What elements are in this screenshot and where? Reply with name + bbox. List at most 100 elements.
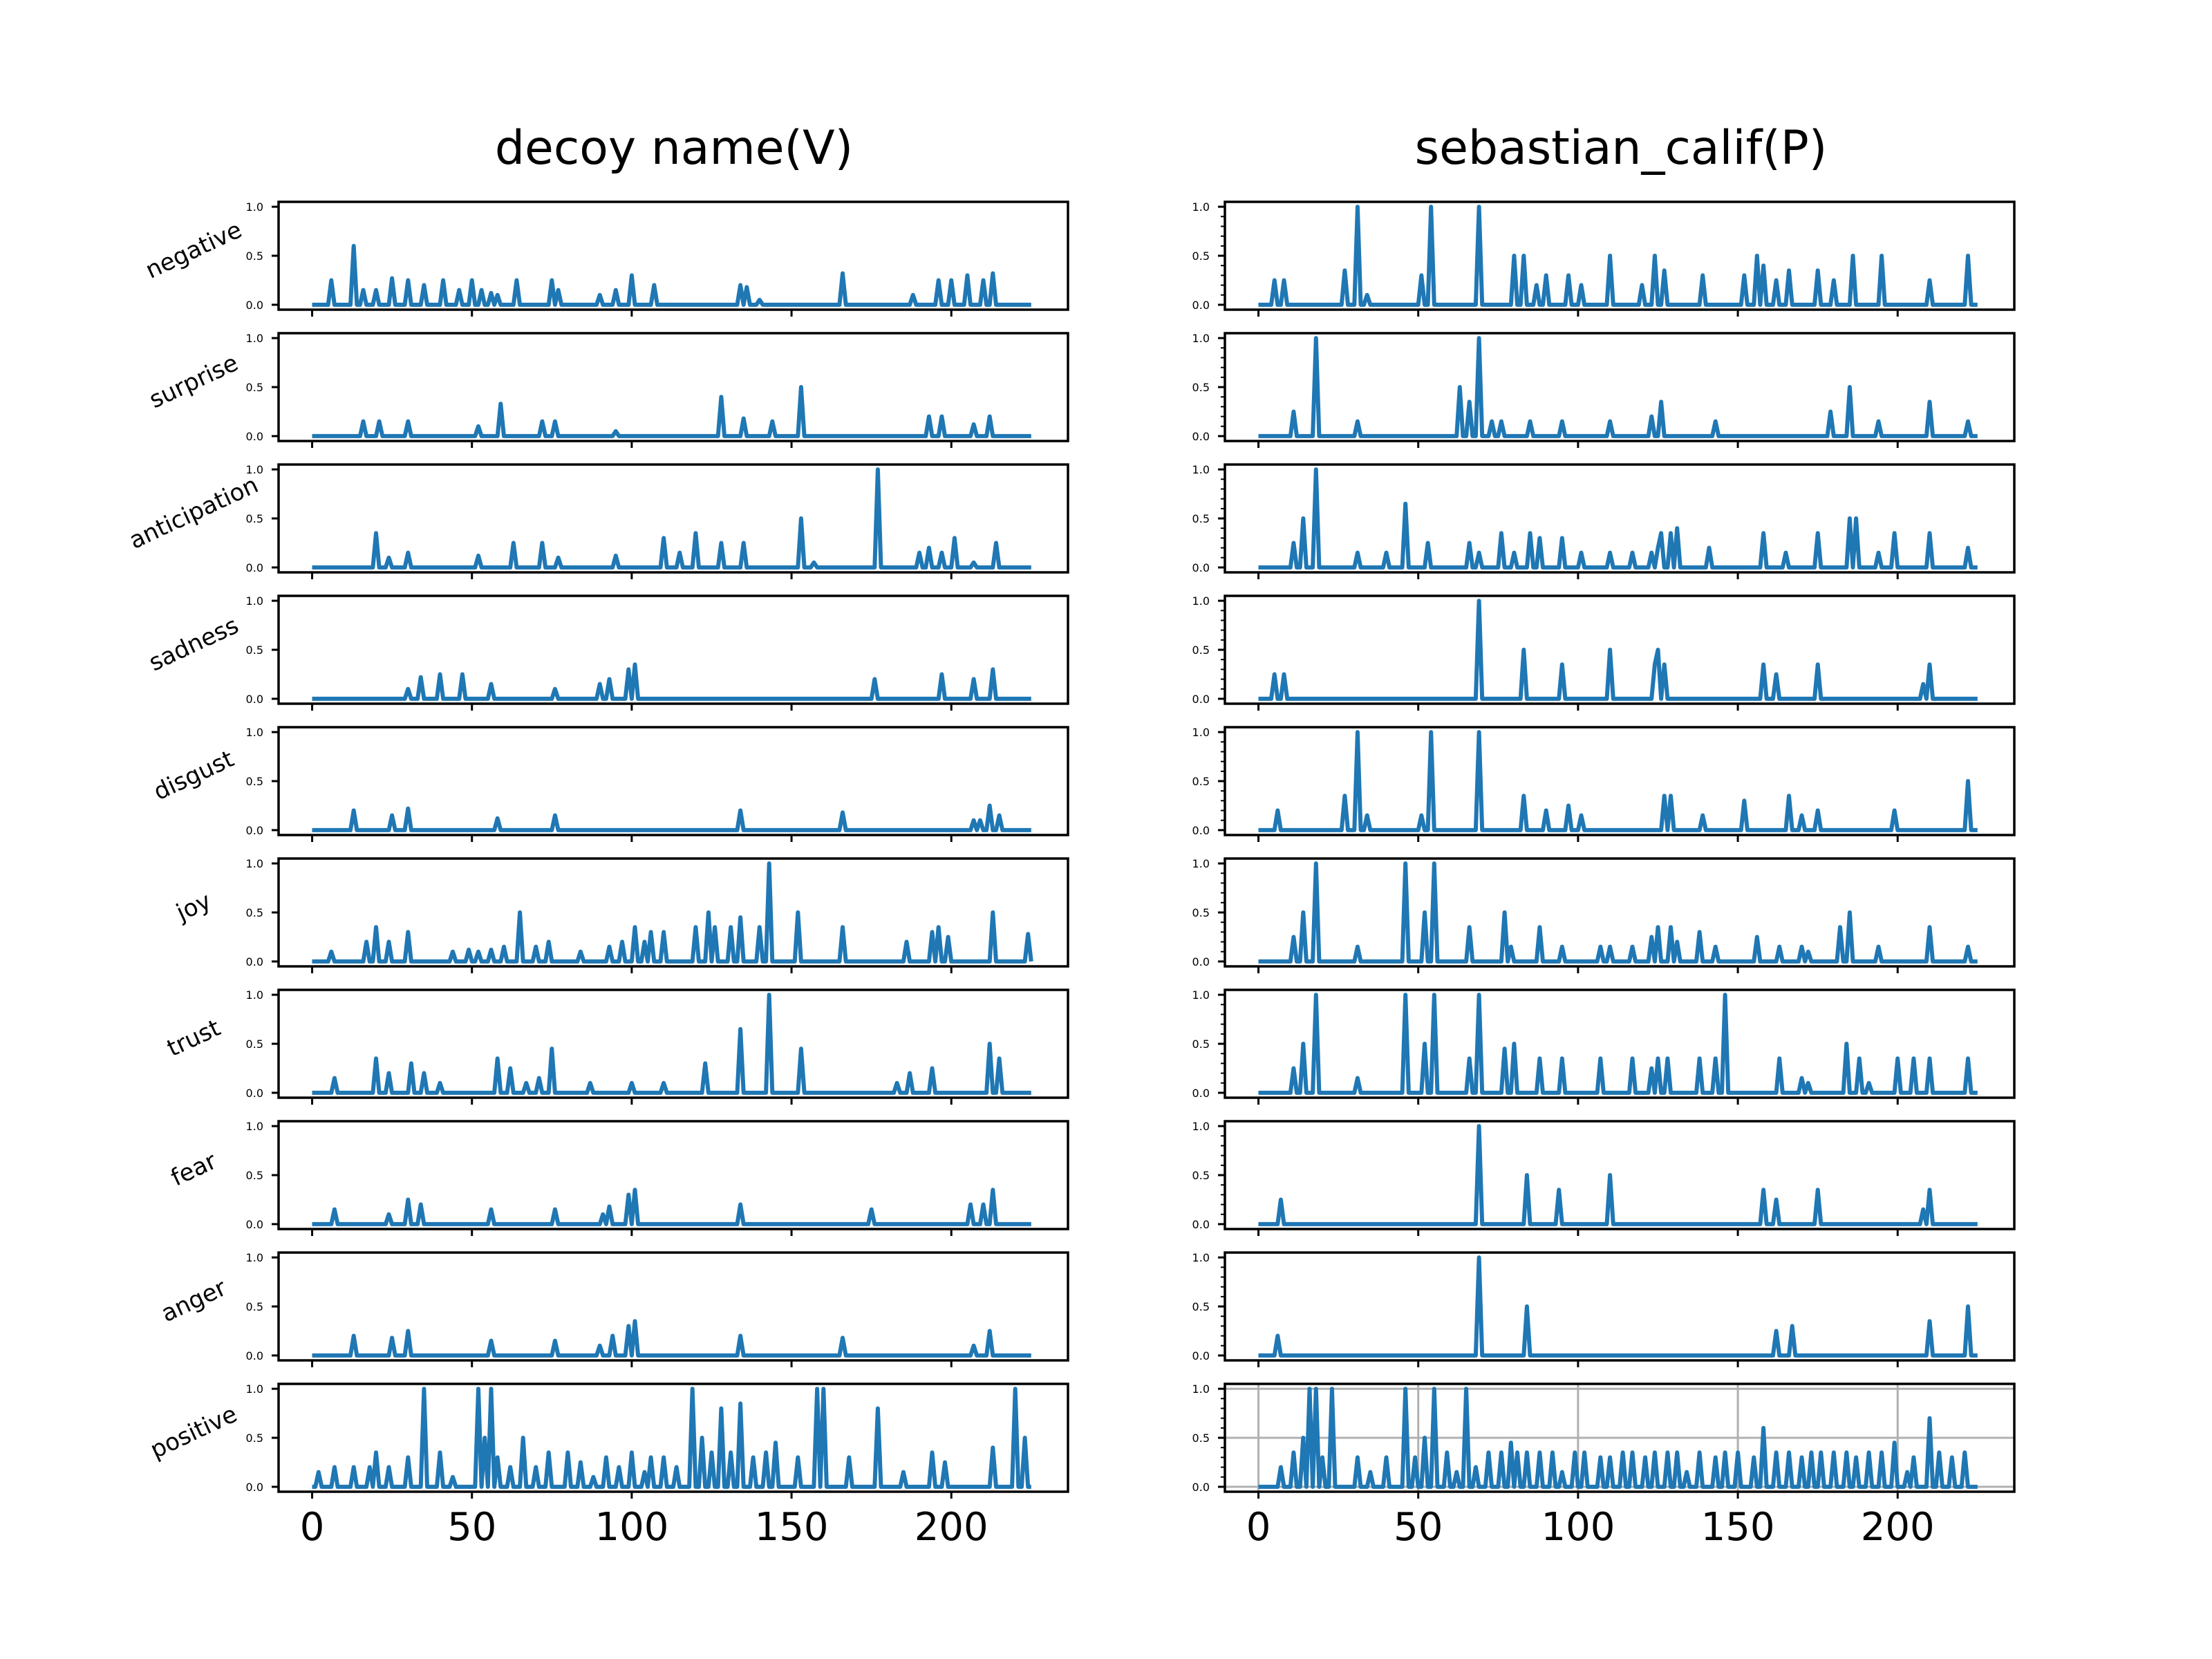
x-tick-label: 0 (300, 1505, 325, 1550)
y-tick-label: 0.0 (1192, 1087, 1210, 1100)
y-tick-label: 0.0 (246, 1087, 263, 1100)
x-tick-label: 100 (1541, 1505, 1615, 1550)
column-title-left: decoy name(V) (495, 121, 853, 176)
series-line-negative (312, 243, 1031, 307)
y-tick-label: 0.0 (246, 1218, 263, 1231)
y-tick-label: 1.0 (246, 726, 263, 739)
y-tick-label: 0.0 (246, 824, 263, 837)
y-tick-label: 0.5 (246, 1169, 263, 1182)
series-line-surprise (1258, 336, 1978, 438)
y-tick-label: 1.0 (246, 200, 263, 214)
series-line-fear (312, 1188, 1031, 1226)
series-line-negative (1258, 205, 1978, 307)
series-line-sadness (312, 662, 1031, 701)
panel-right-sadness: 0.0 0.5 1.0 (1192, 594, 2016, 711)
y-tick-label: 1.0 (246, 1251, 263, 1264)
series-line-anger (312, 1319, 1031, 1358)
x-tick-label: 50 (447, 1505, 496, 1550)
y-tick-label: 0.5 (1192, 644, 1210, 657)
y-tick-label: 1.0 (246, 594, 263, 608)
y-tick-label: 0.0 (246, 1481, 263, 1494)
y-tick-label: 1.0 (246, 988, 263, 1002)
panel-right-disgust: 0.0 0.5 1.0 (1192, 726, 2016, 842)
series-line-surprise (312, 385, 1031, 438)
y-tick-label: 0.5 (246, 906, 263, 919)
y-tick-label: 0.0 (1192, 693, 1210, 706)
y-tick-label: 0.5 (1192, 1300, 1210, 1313)
y-tick-label: 0.0 (1192, 561, 1210, 574)
y-tick-label: 0.5 (1192, 1169, 1210, 1182)
y-tick-label: 0.5 (1192, 1432, 1210, 1445)
panel-right-anticipation: 0.0 0.5 1.0 (1192, 463, 2016, 579)
y-tick-label: 0.5 (1192, 250, 1210, 263)
y-tick-label: 0.0 (1192, 1481, 1210, 1494)
series-line-trust (312, 993, 1031, 1095)
series-line-positive (312, 1387, 1031, 1489)
y-tick-label: 1.0 (1192, 1382, 1210, 1396)
y-tick-label: 0.5 (246, 512, 263, 525)
y-tick-label: 0.5 (246, 381, 263, 394)
series-line-positive (1258, 1387, 1978, 1489)
x-tick-label: 150 (1701, 1505, 1775, 1550)
y-tick-label: 1.0 (1192, 1120, 1210, 1133)
y-tick-label: 0.5 (1192, 512, 1210, 525)
y-tick-label: 1.0 (1192, 594, 1210, 608)
x-tick-label: 200 (1861, 1505, 1935, 1550)
y-tick-label: 1.0 (1192, 988, 1210, 1002)
y-tick-label: 0.0 (246, 955, 263, 968)
y-tick-label: 1.0 (1192, 463, 1210, 476)
y-tick-label: 0.5 (1192, 1038, 1210, 1051)
series-line-disgust (1258, 730, 1978, 832)
series-line-fear (1258, 1124, 1978, 1226)
y-tick-label: 0.0 (1192, 1218, 1210, 1231)
series-line-anticipation (312, 467, 1031, 570)
y-tick-label: 1.0 (1192, 726, 1210, 739)
series-line-joy (1258, 861, 1978, 964)
y-tick-label: 0.5 (1192, 381, 1210, 394)
y-tick-label: 1.0 (1192, 200, 1210, 214)
y-tick-label: 0.0 (1192, 299, 1210, 312)
panel-right-trust: 0.0 0.5 1.0 (1192, 988, 2016, 1105)
series-line-trust (1258, 993, 1978, 1095)
y-tick-label: 0.0 (246, 430, 263, 443)
y-tick-label: 0.5 (1192, 775, 1210, 788)
y-tick-label: 0.5 (1192, 906, 1210, 919)
series-line-sadness (1258, 599, 1978, 701)
y-tick-label: 0.0 (1192, 1349, 1210, 1362)
panel-right-negative: 0.0 0.5 1.0 (1192, 200, 2016, 317)
x-tick-label: 0 (1246, 1505, 1271, 1550)
panel-right-anger: 0.0 0.5 1.0 (1192, 1251, 2016, 1367)
panel-right-positive: 0.0 0.5 1.0 0 50 100 150 200 (1192, 1382, 2016, 1550)
y-tick-label: 0.5 (246, 775, 263, 788)
y-tick-label: 0.5 (246, 1038, 263, 1051)
y-tick-label: 1.0 (1192, 1251, 1210, 1264)
y-tick-label: 0.0 (246, 1349, 263, 1362)
panel-right-surprise: 0.0 0.5 1.0 (1192, 332, 2016, 448)
y-tick-label: 0.5 (246, 1300, 263, 1313)
y-tick-label: 0.0 (246, 299, 263, 312)
y-tick-label: 0.0 (246, 693, 263, 706)
panel-right-joy: 0.0 0.5 1.0 (1192, 857, 2016, 973)
x-tick-label: 100 (594, 1505, 668, 1550)
y-tick-label: 0.5 (246, 250, 263, 263)
y-tick-label: 1.0 (246, 463, 263, 476)
y-tick-label: 1.0 (1192, 857, 1210, 870)
y-tick-label: 0.0 (1192, 824, 1210, 837)
y-tick-label: 1.0 (246, 332, 263, 345)
y-tick-label: 0.5 (246, 1432, 263, 1445)
series-line-joy (312, 861, 1033, 964)
series-line-disgust (312, 803, 1031, 832)
y-tick-label: 1.0 (246, 1382, 263, 1396)
y-tick-label: 1.0 (246, 1120, 263, 1133)
y-tick-label: 0.0 (246, 561, 263, 574)
y-tick-label: 0.0 (1192, 955, 1210, 968)
column-title-right: sebastian_calif(P) (1415, 121, 1828, 176)
y-tick-label: 0.0 (1192, 430, 1210, 443)
x-tick-label: 150 (755, 1505, 829, 1550)
y-tick-label: 0.5 (246, 644, 263, 657)
series-line-anticipation (1258, 467, 1978, 570)
